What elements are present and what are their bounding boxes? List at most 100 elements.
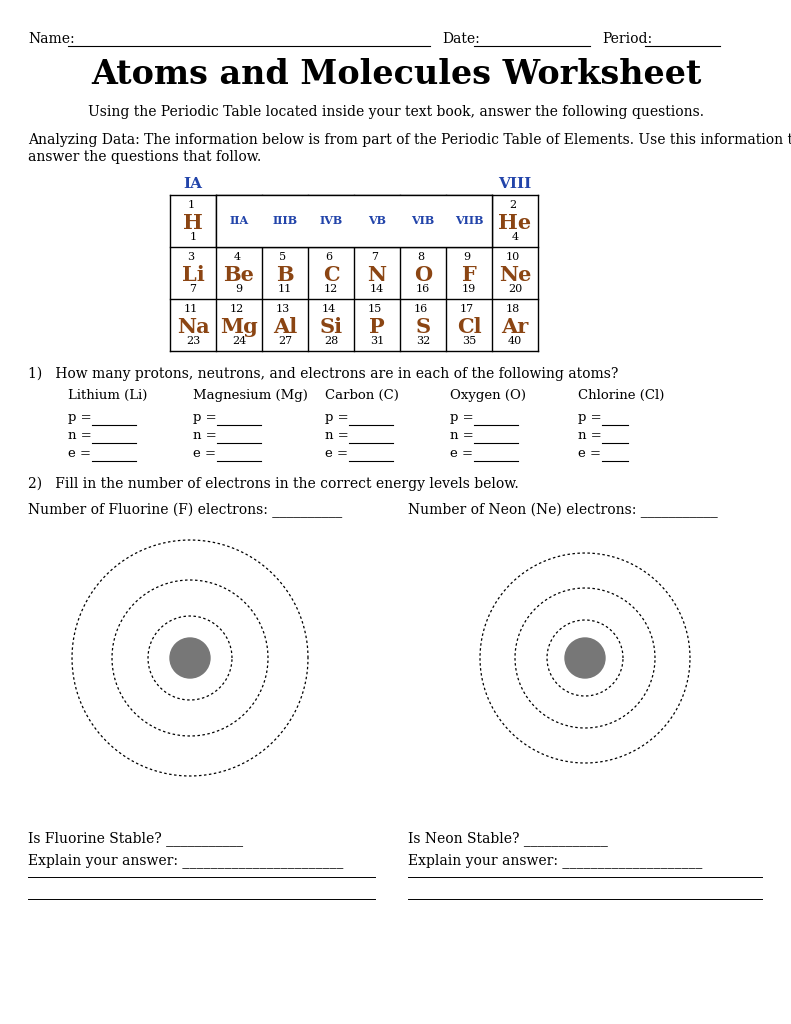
Text: VIII: VIII: [498, 177, 532, 191]
Text: p =: p =: [578, 411, 606, 424]
Text: VIB: VIB: [411, 215, 434, 226]
Text: 40: 40: [508, 336, 522, 346]
Text: 2)   Fill in the number of electrons in the correct energy levels below.: 2) Fill in the number of electrons in th…: [28, 477, 519, 492]
Text: n =: n =: [325, 429, 353, 442]
Text: 32: 32: [416, 336, 430, 346]
Text: Be: Be: [224, 265, 255, 285]
Text: Atoms and Molecules Worksheet: Atoms and Molecules Worksheet: [91, 58, 701, 91]
Text: 15: 15: [368, 304, 382, 314]
Text: Al: Al: [273, 317, 297, 337]
Text: IA: IA: [184, 177, 202, 191]
Text: 1)   How many protons, neutrons, and electrons are in each of the following atom: 1) How many protons, neutrons, and elect…: [28, 367, 619, 381]
Text: n =: n =: [578, 429, 606, 442]
Text: p =: p =: [325, 411, 353, 424]
Text: Explain your answer: ____________________: Explain your answer: ___________________…: [408, 853, 702, 868]
Text: Carbon (C): Carbon (C): [325, 389, 399, 402]
Text: VIIB: VIIB: [455, 215, 483, 226]
Text: 1: 1: [187, 200, 195, 210]
Text: O: O: [414, 265, 432, 285]
Text: Number of Fluorine (F) electrons: __________: Number of Fluorine (F) electrons: ______…: [28, 503, 343, 518]
Text: 7: 7: [190, 284, 196, 294]
Text: 13: 13: [276, 304, 290, 314]
Text: 7: 7: [372, 252, 379, 262]
Bar: [216, 195, 492, 247]
Text: H: H: [183, 213, 203, 233]
Text: 18: 18: [506, 304, 520, 314]
Text: N: N: [368, 265, 387, 285]
Text: 11: 11: [184, 304, 198, 314]
Text: Cl: Cl: [456, 317, 481, 337]
Text: Is Fluorine Stable? ___________: Is Fluorine Stable? ___________: [28, 831, 243, 846]
Text: 6: 6: [325, 252, 332, 262]
Text: 12: 12: [230, 304, 244, 314]
Text: 1: 1: [189, 232, 196, 242]
Text: 9: 9: [236, 284, 243, 294]
Text: Name:: Name:: [28, 32, 74, 46]
Text: 12: 12: [324, 284, 338, 294]
Text: B: B: [276, 265, 293, 285]
Text: C: C: [323, 265, 339, 285]
Text: 16: 16: [416, 284, 430, 294]
Text: 24: 24: [232, 336, 246, 346]
Text: 8: 8: [418, 252, 425, 262]
Text: Lithium (Li): Lithium (Li): [68, 389, 147, 402]
Text: 2: 2: [509, 200, 517, 210]
Text: Oxygen (O): Oxygen (O): [450, 389, 526, 402]
Text: 16: 16: [414, 304, 428, 314]
Text: 31: 31: [370, 336, 384, 346]
Text: p =: p =: [193, 411, 221, 424]
Text: Ar: Ar: [501, 317, 528, 337]
Text: Number of Neon (Ne) electrons: ___________: Number of Neon (Ne) electrons: _________…: [408, 503, 717, 518]
Text: Si: Si: [320, 317, 343, 337]
Text: 9: 9: [464, 252, 471, 262]
Text: 10: 10: [506, 252, 520, 262]
Text: 11: 11: [278, 284, 292, 294]
Text: n =: n =: [450, 429, 478, 442]
Text: e =: e =: [68, 447, 95, 460]
Text: n =: n =: [68, 429, 96, 442]
Text: Period:: Period:: [602, 32, 652, 46]
Text: 14: 14: [322, 304, 336, 314]
Text: 5: 5: [279, 252, 286, 262]
Text: 4: 4: [512, 232, 519, 242]
Text: answer the questions that follow.: answer the questions that follow.: [28, 150, 261, 164]
Text: e =: e =: [325, 447, 352, 460]
Circle shape: [170, 638, 210, 678]
Text: 19: 19: [462, 284, 476, 294]
Text: Is Neon Stable? ____________: Is Neon Stable? ____________: [408, 831, 607, 846]
Text: IVB: IVB: [320, 215, 343, 226]
Text: 20: 20: [508, 284, 522, 294]
Text: e =: e =: [578, 447, 605, 460]
Text: IIIB: IIIB: [272, 215, 297, 226]
Text: p =: p =: [450, 411, 478, 424]
Text: Na: Na: [176, 317, 210, 337]
Text: Using the Periodic Table located inside your text book, answer the following que: Using the Periodic Table located inside …: [88, 105, 704, 119]
Text: Analyzing Data: The information below is from part of the Periodic Table of Elem: Analyzing Data: The information below is…: [28, 133, 791, 147]
Text: Magnesium (Mg): Magnesium (Mg): [193, 389, 308, 402]
Text: p =: p =: [68, 411, 96, 424]
Text: e =: e =: [450, 447, 477, 460]
Text: 27: 27: [278, 336, 292, 346]
Text: Mg: Mg: [220, 317, 258, 337]
Text: 28: 28: [324, 336, 338, 346]
Text: He: He: [498, 213, 532, 233]
Text: F: F: [462, 265, 476, 285]
Text: Date:: Date:: [442, 32, 480, 46]
Text: 35: 35: [462, 336, 476, 346]
Text: 17: 17: [460, 304, 474, 314]
Text: n =: n =: [193, 429, 221, 442]
Text: 3: 3: [187, 252, 195, 262]
Text: Chlorine (Cl): Chlorine (Cl): [578, 389, 664, 402]
Circle shape: [565, 638, 605, 678]
Text: 4: 4: [233, 252, 240, 262]
Text: IIA: IIA: [229, 215, 248, 226]
Text: P: P: [369, 317, 384, 337]
Text: Li: Li: [182, 265, 204, 285]
Text: 23: 23: [186, 336, 200, 346]
Text: Explain your answer: _______________________: Explain your answer: ___________________…: [28, 853, 343, 868]
Text: e =: e =: [193, 447, 220, 460]
Text: S: S: [415, 317, 430, 337]
Text: 14: 14: [370, 284, 384, 294]
Text: Ne: Ne: [499, 265, 532, 285]
Text: VB: VB: [368, 215, 386, 226]
